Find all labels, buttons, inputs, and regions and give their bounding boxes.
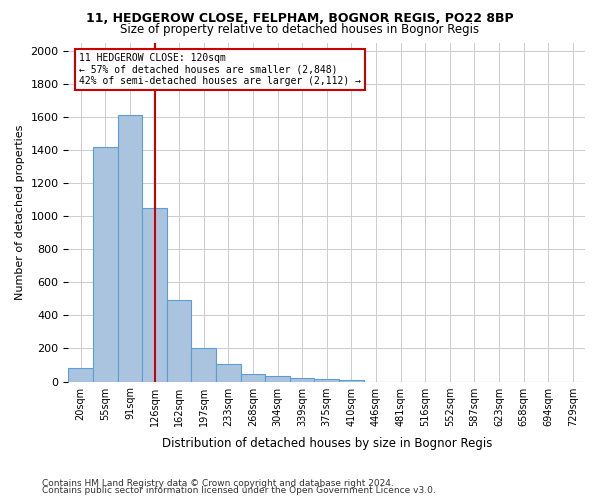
X-axis label: Distribution of detached houses by size in Bognor Regis: Distribution of detached houses by size … — [161, 437, 492, 450]
Text: Contains public sector information licensed under the Open Government Licence v3: Contains public sector information licen… — [42, 486, 436, 495]
Bar — [68, 368, 93, 382]
Bar — [118, 116, 142, 382]
Text: Contains HM Land Registry data © Crown copyright and database right 2024.: Contains HM Land Registry data © Crown c… — [42, 478, 394, 488]
Text: 11, HEDGEROW CLOSE, FELPHAM, BOGNOR REGIS, PO22 8BP: 11, HEDGEROW CLOSE, FELPHAM, BOGNOR REGI… — [86, 12, 514, 26]
Bar — [290, 378, 314, 382]
Bar — [93, 146, 118, 382]
Bar — [191, 348, 216, 382]
Bar — [265, 376, 290, 382]
Bar — [142, 208, 167, 382]
Bar — [339, 380, 364, 382]
Text: 11 HEDGEROW CLOSE: 120sqm
← 57% of detached houses are smaller (2,848)
42% of se: 11 HEDGEROW CLOSE: 120sqm ← 57% of detac… — [79, 52, 361, 86]
Bar — [241, 374, 265, 382]
Bar — [167, 300, 191, 382]
Bar — [314, 378, 339, 382]
Text: Size of property relative to detached houses in Bognor Regis: Size of property relative to detached ho… — [121, 22, 479, 36]
Bar — [216, 364, 241, 382]
Y-axis label: Number of detached properties: Number of detached properties — [15, 124, 25, 300]
